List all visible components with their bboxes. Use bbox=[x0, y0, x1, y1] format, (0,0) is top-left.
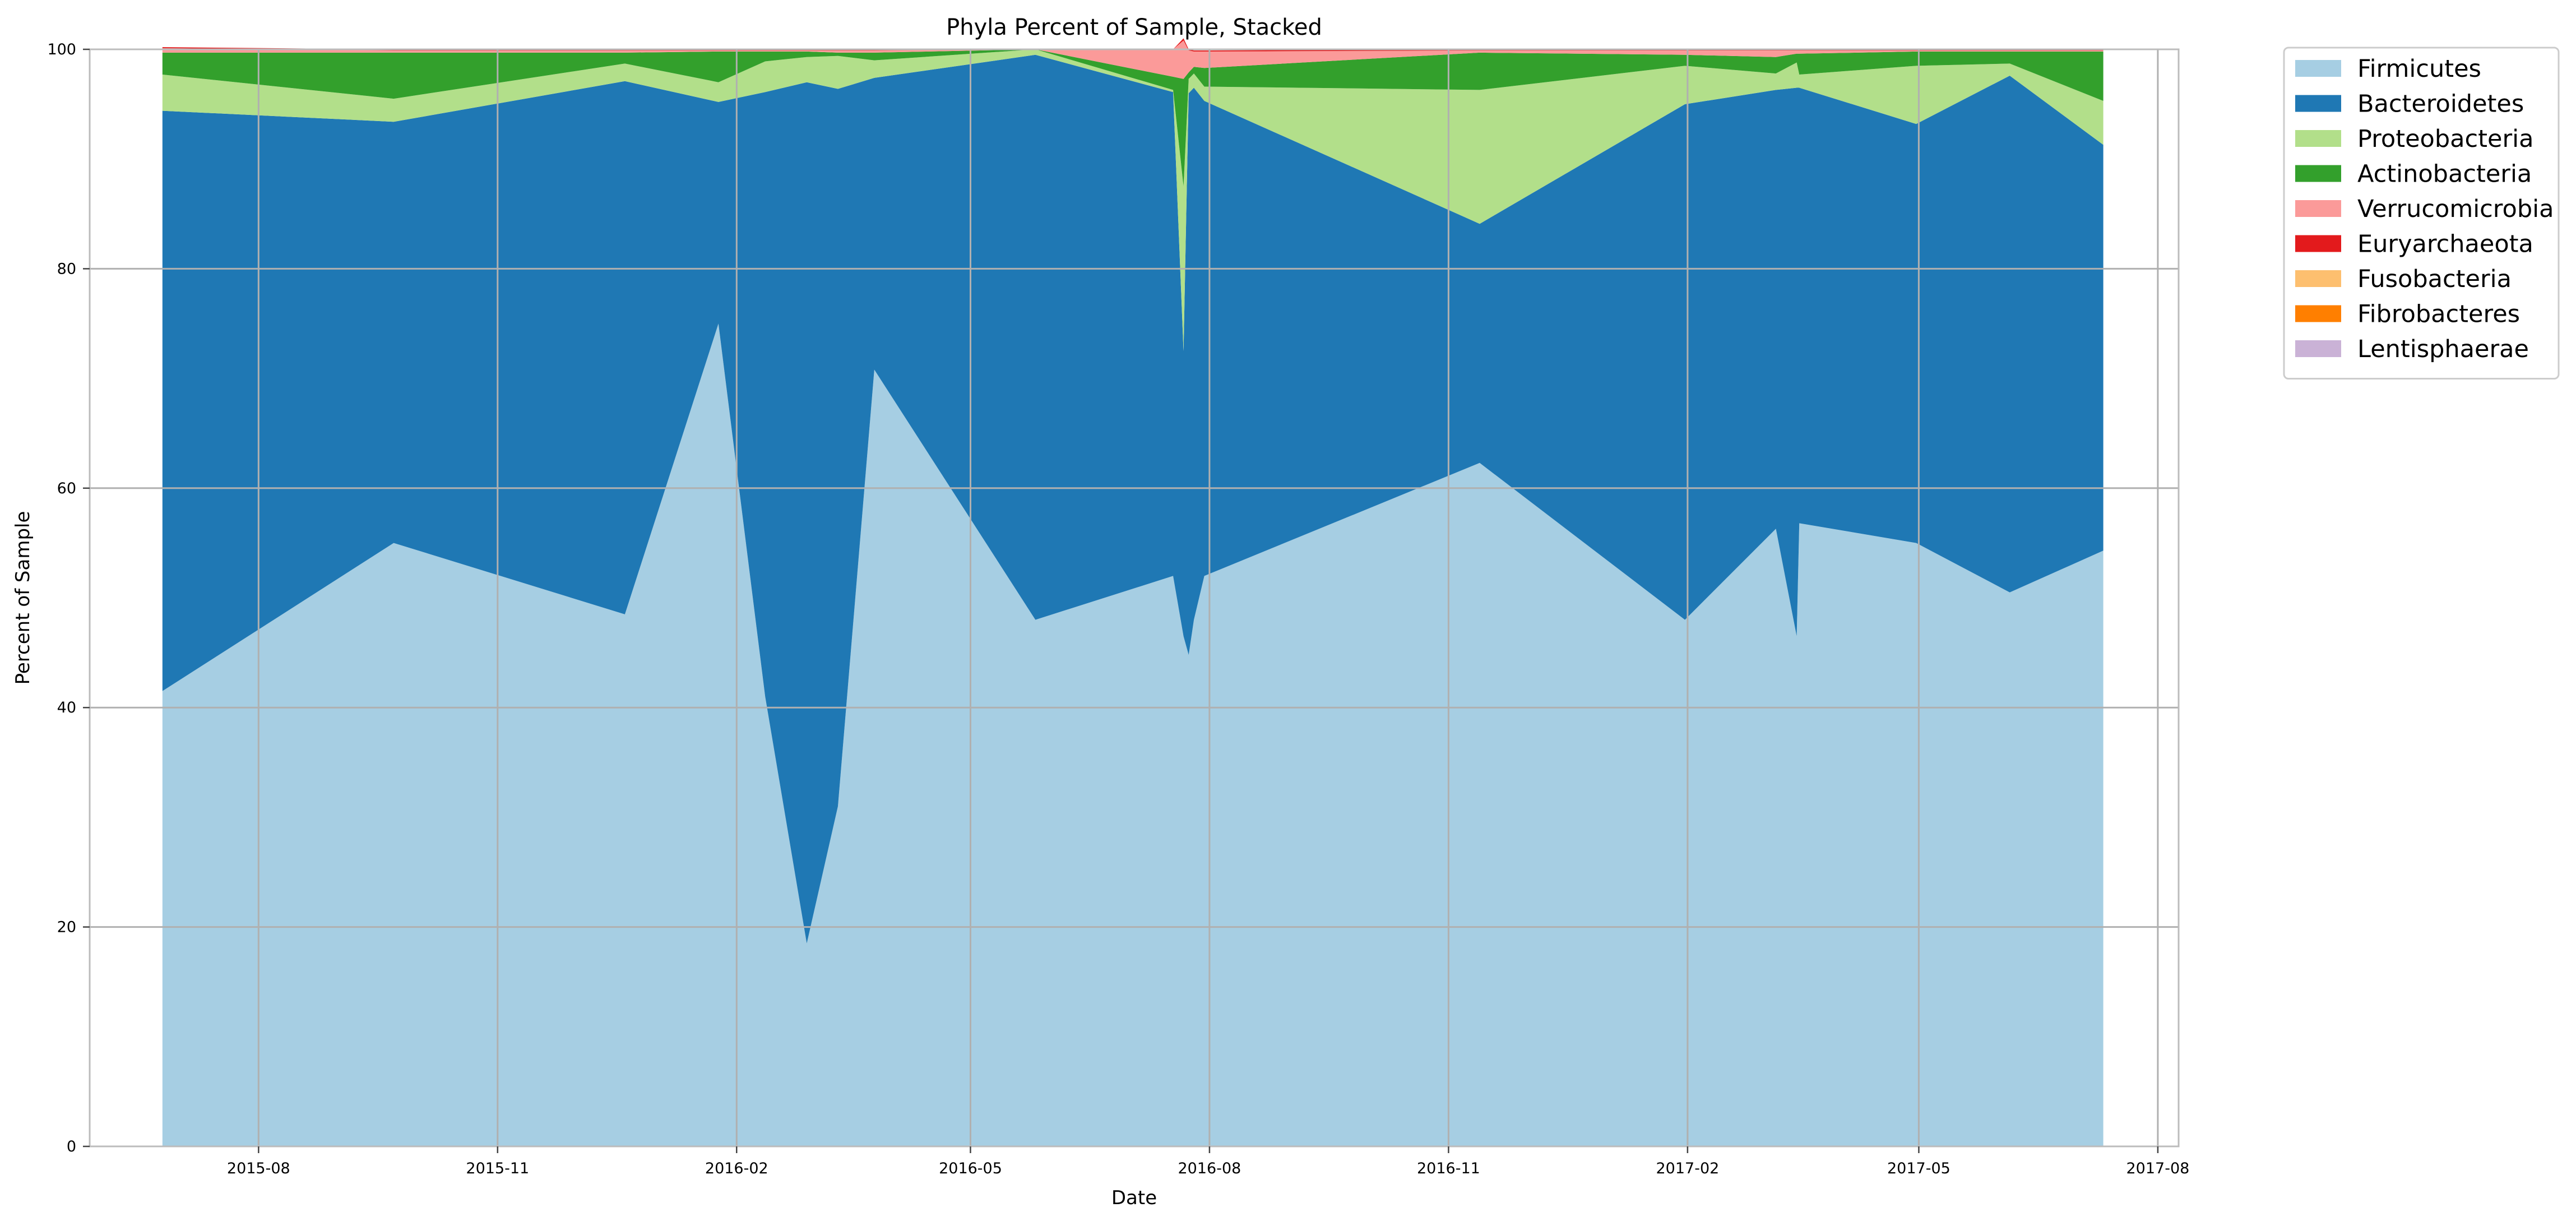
area-verrucomicrobia bbox=[162, 40, 2104, 79]
x-tick-label: 2015-11 bbox=[466, 1160, 529, 1177]
y-tick-label: 80 bbox=[57, 260, 76, 277]
legend-swatch-verrucomicrobia bbox=[2295, 200, 2341, 217]
legend-label-firmicutes: Firmicutes bbox=[2357, 55, 2481, 83]
legend-swatch-actinobacteria bbox=[2295, 165, 2341, 182]
y-tick-label: 0 bbox=[67, 1138, 76, 1155]
x-axis-label: Date bbox=[1111, 1187, 1157, 1209]
y-axis-ticks: 0 20 40 60 80 100 bbox=[47, 41, 90, 1155]
legend-label-bacteroidetes: Bacteroidetes bbox=[2357, 90, 2524, 118]
chart-title: Phyla Percent of Sample, Stacked bbox=[946, 15, 1322, 40]
legend: Firmicutes Bacteroidetes Proteobacteria Act… bbox=[2283, 47, 2560, 380]
area-bacteroidetes bbox=[162, 54, 2104, 943]
area-series-group bbox=[162, 38, 2104, 1146]
legend-label-euryarchaeota: Euryarchaeota bbox=[2357, 230, 2533, 258]
x-tick-label: 2017-02 bbox=[1656, 1160, 1719, 1177]
legend-label-fusobacteria: Fusobacteria bbox=[2357, 265, 2512, 293]
x-axis-ticks: 2015-08 2015-11 2016-02 2016-05 2016-08 2016-… bbox=[227, 1146, 2189, 1177]
legend-swatch-euryarchaeota bbox=[2295, 235, 2341, 252]
legend-swatch-bacteroidetes bbox=[2295, 95, 2341, 112]
legend-label-proteobacteria: Proteobacteria bbox=[2357, 125, 2533, 153]
legend-swatch-fibrobacteres bbox=[2295, 305, 2341, 322]
area-firmicutes bbox=[162, 323, 2104, 1146]
legend-label-verrucomicrobia: Verrucomicrobia bbox=[2357, 195, 2554, 223]
y-tick-label: 60 bbox=[57, 480, 76, 497]
x-tick-label: 2016-05 bbox=[939, 1160, 1002, 1177]
y-axis-label: Percent of Sample bbox=[12, 511, 34, 685]
legend-swatch-fusobacteria bbox=[2295, 270, 2341, 287]
x-tick-label: 2016-08 bbox=[1178, 1160, 1241, 1177]
y-tick-label: 100 bbox=[47, 41, 76, 58]
legend-label-fibrobacteres: Fibrobacteres bbox=[2357, 300, 2520, 329]
area-euryarchaeota bbox=[162, 38, 2104, 52]
plot-frame bbox=[89, 48, 2180, 1148]
area-actinobacteria bbox=[162, 49, 2104, 187]
x-tick-label: 2016-11 bbox=[1417, 1160, 1480, 1177]
legend-label-lentisphaerae: Lentisphaerae bbox=[2357, 335, 2529, 363]
legend-swatch-proteobacteria bbox=[2295, 130, 2341, 147]
x-tick-label: 2017-08 bbox=[2126, 1160, 2189, 1177]
y-tick-label: 40 bbox=[57, 699, 76, 716]
legend-frame bbox=[2283, 47, 2560, 380]
legend-swatch-lentisphaerae bbox=[2295, 340, 2341, 357]
y-tick-label: 20 bbox=[57, 919, 76, 936]
legend-swatch-firmicutes bbox=[2295, 60, 2341, 77]
legend-label-actinobacteria: Actinobacteria bbox=[2357, 160, 2532, 188]
area-proteobacteria bbox=[162, 49, 2104, 351]
x-tick-label: 2015-08 bbox=[227, 1160, 290, 1177]
x-tick-label: 2017-05 bbox=[1887, 1160, 1950, 1177]
x-tick-label: 2016-02 bbox=[705, 1160, 768, 1177]
